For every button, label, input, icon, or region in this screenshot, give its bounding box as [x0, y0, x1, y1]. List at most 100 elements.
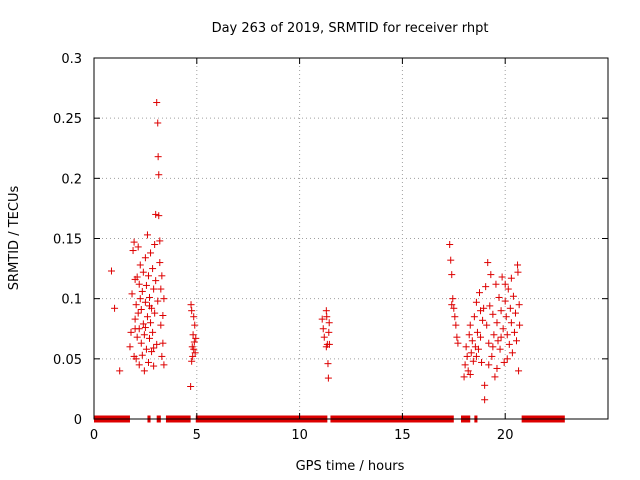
y-tick-label: 0.05 — [53, 353, 82, 368]
data-point — [514, 268, 522, 276]
data-point — [507, 274, 515, 282]
data-point — [500, 358, 508, 366]
data-point — [510, 328, 518, 336]
data-point — [141, 254, 149, 262]
data-point — [127, 328, 135, 336]
data-point — [139, 320, 147, 328]
data-point — [497, 333, 505, 341]
data-point — [503, 331, 511, 339]
data-point — [151, 309, 159, 317]
data-point — [142, 345, 150, 353]
y-tick-label: 0.15 — [53, 233, 82, 248]
x-tick-labels: 0 5 10 15 20 — [90, 428, 514, 443]
grid — [94, 58, 608, 419]
data-point — [126, 343, 134, 351]
data-point — [477, 307, 485, 315]
data-point — [324, 374, 332, 382]
data-point — [146, 334, 154, 342]
data-point — [159, 339, 167, 347]
data-point — [147, 319, 155, 327]
data-point — [448, 301, 456, 309]
data-point — [461, 361, 469, 369]
data-point — [151, 241, 159, 249]
data-point — [149, 265, 157, 273]
data-point — [150, 362, 158, 370]
data-point — [135, 361, 143, 369]
y-tick-label: 0 — [74, 413, 82, 428]
chart-title: Day 263 of 2019, SRMTID for receiver rhp… — [212, 21, 489, 36]
data-point — [483, 321, 491, 329]
data-point — [451, 313, 459, 321]
data-point — [469, 357, 477, 365]
data-point — [505, 340, 513, 348]
data-point — [144, 358, 152, 366]
data-point — [485, 361, 493, 369]
data-point — [325, 340, 333, 348]
data-point — [155, 212, 163, 220]
data-point — [448, 271, 456, 279]
data-point — [498, 273, 506, 281]
data-points — [107, 99, 524, 404]
data-point — [190, 338, 198, 346]
data-point — [107, 267, 115, 275]
data-point — [465, 331, 473, 339]
data-point — [138, 287, 146, 295]
data-point — [492, 280, 500, 288]
data-point — [140, 367, 148, 375]
data-point — [504, 285, 512, 293]
axis-ticks — [93, 57, 608, 420]
data-point — [476, 289, 483, 297]
data-point — [453, 333, 461, 341]
x-axis-label: GPS time / hours — [296, 459, 405, 474]
data-point — [447, 256, 455, 264]
data-point — [493, 364, 501, 372]
data-point — [190, 345, 198, 353]
data-point — [472, 352, 480, 360]
data-point — [482, 283, 490, 291]
data-point — [466, 370, 474, 378]
data-point — [138, 351, 146, 359]
data-point — [468, 337, 476, 345]
data-point — [464, 367, 472, 375]
data-point — [154, 297, 162, 305]
data-point — [513, 337, 521, 345]
data-point — [488, 352, 496, 360]
data-point — [467, 349, 475, 357]
data-point — [509, 292, 517, 300]
data-point — [493, 319, 501, 327]
data-point — [485, 339, 493, 347]
data-point — [325, 328, 333, 336]
data-point — [463, 352, 471, 360]
data-point — [153, 340, 161, 348]
data-point — [320, 333, 328, 341]
data-point — [477, 333, 485, 341]
data-point — [489, 310, 497, 318]
data-point — [189, 352, 197, 360]
data-point — [134, 243, 142, 251]
data-point — [486, 302, 494, 310]
data-point — [187, 301, 195, 309]
data-point — [154, 153, 162, 161]
data-point — [491, 373, 499, 381]
data-point — [150, 344, 158, 352]
data-point — [501, 280, 509, 288]
data-point — [481, 396, 489, 404]
data-point — [324, 360, 332, 368]
data-point — [188, 307, 196, 315]
data-point — [470, 313, 478, 321]
data-point — [462, 343, 470, 351]
data-point — [474, 345, 482, 353]
data-point — [460, 373, 468, 381]
data-point — [116, 367, 124, 375]
data-point — [191, 349, 199, 357]
data-point — [318, 315, 326, 323]
data-point — [131, 315, 139, 323]
data-point — [495, 293, 503, 301]
data-point — [129, 247, 137, 255]
data-point — [152, 277, 160, 285]
data-point — [507, 319, 515, 327]
data-point — [147, 249, 155, 257]
y-tick-labels: 0 0.05 0.1 0.15 0.2 0.25 0.3 — [53, 52, 82, 428]
data-point — [136, 261, 144, 269]
